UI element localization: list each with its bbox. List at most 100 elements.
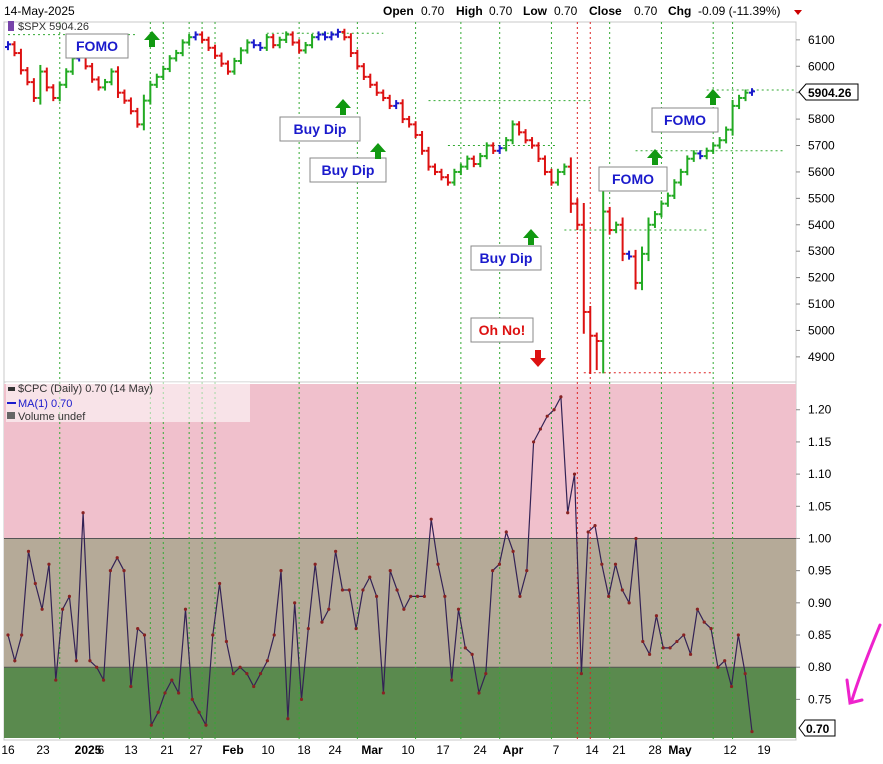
ohlc-bar-109 bbox=[710, 142, 717, 154]
xaxis-label-10: 24 bbox=[328, 743, 342, 757]
cpc-point-71 bbox=[491, 569, 495, 573]
ohlc-bar-90 bbox=[587, 306, 594, 375]
annotation-label-4: Oh No! bbox=[479, 322, 526, 338]
cpc-point-98 bbox=[675, 639, 679, 644]
ohlc-bar-98 bbox=[639, 246, 646, 291]
ohlc-bar-2 bbox=[17, 48, 24, 75]
cpc-point-51 bbox=[354, 626, 358, 631]
cpc-point-32 bbox=[224, 639, 229, 644]
cpc-point-102 bbox=[702, 620, 706, 624]
ohlc-bar-55 bbox=[360, 63, 367, 81]
annotation-box-4 bbox=[470, 317, 534, 343]
cpc-point-80 bbox=[552, 408, 556, 412]
xaxis-label-12: 10 bbox=[401, 743, 415, 757]
ohlc-bar-32 bbox=[212, 44, 219, 59]
spx-ohlc-bars bbox=[5, 28, 755, 375]
ohlc-bar-86 bbox=[561, 163, 568, 176]
annotation-4: Oh No! bbox=[470, 317, 546, 367]
ohlc-bar-113 bbox=[736, 94, 743, 110]
ohlc-bar-112 bbox=[729, 99, 736, 136]
ohlc-bar-78 bbox=[509, 120, 516, 145]
cpc-point-54 bbox=[374, 594, 379, 599]
ohlc-bar-104 bbox=[677, 168, 684, 186]
spx-legend-swatch bbox=[8, 21, 14, 31]
cpc-point-37 bbox=[258, 672, 263, 676]
ohlc-bar-31 bbox=[205, 36, 212, 51]
ohlc-bar-85 bbox=[554, 168, 561, 186]
cpc-point-25 bbox=[177, 691, 181, 695]
cpc-point-17 bbox=[122, 569, 126, 573]
cpc-point-49 bbox=[340, 588, 345, 592]
cpc-ytick-label-9: 1.20 bbox=[808, 403, 832, 417]
ohlc-bar-84 bbox=[548, 168, 555, 186]
cpc-point-45 bbox=[313, 562, 317, 566]
xaxis-label-21: 12 bbox=[723, 743, 737, 757]
price-ytick-label-2: 5100 bbox=[808, 297, 835, 311]
cpc-point-27 bbox=[190, 697, 194, 701]
ohlc-bar-38 bbox=[250, 39, 257, 49]
ohlc-bar-54 bbox=[354, 49, 361, 70]
cpc-point-23 bbox=[163, 691, 167, 695]
annotation-box-2 bbox=[309, 157, 387, 183]
cpc-legend-bg bbox=[6, 382, 250, 422]
cpc-legend: $CPC (Daily) 0.70 (14 May) MA(1) 0.70 Vo… bbox=[6, 382, 250, 423]
cpc-point-11 bbox=[81, 511, 85, 515]
ohlc-bar-59 bbox=[386, 94, 393, 110]
ohlc-bar-33 bbox=[218, 52, 225, 67]
cpc-point-76 bbox=[525, 569, 529, 573]
cpc-point-91 bbox=[627, 601, 631, 605]
ohlc-bar-63 bbox=[412, 121, 419, 139]
cpc-point-26 bbox=[183, 607, 188, 611]
ohlc-bar-108 bbox=[703, 147, 710, 160]
ohlc-bar-37 bbox=[244, 39, 251, 54]
cpc-ytick-label-0: 0.75 bbox=[808, 692, 832, 706]
ohlc-bar-51 bbox=[334, 28, 341, 38]
ohlc-bar-22 bbox=[147, 80, 154, 105]
xaxis-label-8: 10 bbox=[261, 743, 275, 757]
cpc-ytick-label-6: 1.05 bbox=[808, 499, 832, 513]
cpc-point-10 bbox=[74, 659, 78, 663]
cpc-point-34 bbox=[238, 665, 242, 669]
cpc-point-42 bbox=[293, 601, 297, 605]
cpc-point-4 bbox=[33, 581, 37, 586]
annotation-label-1: Buy Dip bbox=[294, 121, 347, 137]
ohlc-bar-44 bbox=[289, 31, 296, 46]
cpc-point-60 bbox=[415, 594, 420, 599]
cpc-point-16 bbox=[115, 556, 119, 560]
cpc-ytick-label-3: 0.90 bbox=[808, 596, 832, 610]
chg-down-arrow-icon bbox=[794, 10, 802, 15]
cpc-point-2 bbox=[20, 633, 24, 637]
ohlc-bar-99 bbox=[645, 217, 652, 262]
ohlc-bar-40 bbox=[263, 34, 270, 51]
cpc-point-68 bbox=[470, 652, 474, 656]
ohlc-bar-4 bbox=[30, 78, 37, 102]
ohlc-bar-50 bbox=[328, 31, 335, 41]
ohlc-bar-39 bbox=[257, 41, 264, 51]
cpc-line bbox=[7, 394, 753, 732]
ohlc-bar-13 bbox=[89, 62, 96, 83]
annotation-2: Buy Dip bbox=[309, 143, 387, 183]
cpc-band-2 bbox=[4, 667, 796, 738]
cpc-point-8 bbox=[61, 607, 65, 611]
buy-arrow-up-icon-3 bbox=[523, 229, 539, 245]
ohlc-bar-48 bbox=[315, 31, 322, 41]
high-value: 0.70 bbox=[489, 4, 513, 18]
ohlc-bar-76 bbox=[496, 144, 503, 154]
cpc-point-65 bbox=[450, 678, 454, 682]
ohlc-readout: Open 0.70 High 0.70 Low 0.70 Close 0.70 … bbox=[383, 4, 802, 18]
xaxis-label-14: 24 bbox=[473, 743, 487, 757]
cpc-point-1 bbox=[13, 659, 17, 663]
ohlc-bar-83 bbox=[541, 155, 548, 176]
cpc-last-value-text: 0.70 bbox=[806, 722, 830, 736]
cpc-point-56 bbox=[388, 569, 392, 573]
cpc-point-5 bbox=[40, 607, 44, 611]
cpc-point-55 bbox=[381, 691, 386, 695]
ohlc-bar-34 bbox=[224, 60, 231, 75]
cpc-y-axis: 0.75 0.80 0.85 0.90 0.95 1.00 1.05 1.10 1.15 1.20 bbox=[796, 403, 832, 706]
annotation-box-6 bbox=[651, 107, 719, 133]
cpc-point-99 bbox=[682, 633, 686, 637]
price-ytick-label-0: 4900 bbox=[808, 350, 835, 364]
cpc-point-84 bbox=[579, 672, 583, 676]
cpc-point-33 bbox=[231, 672, 235, 676]
